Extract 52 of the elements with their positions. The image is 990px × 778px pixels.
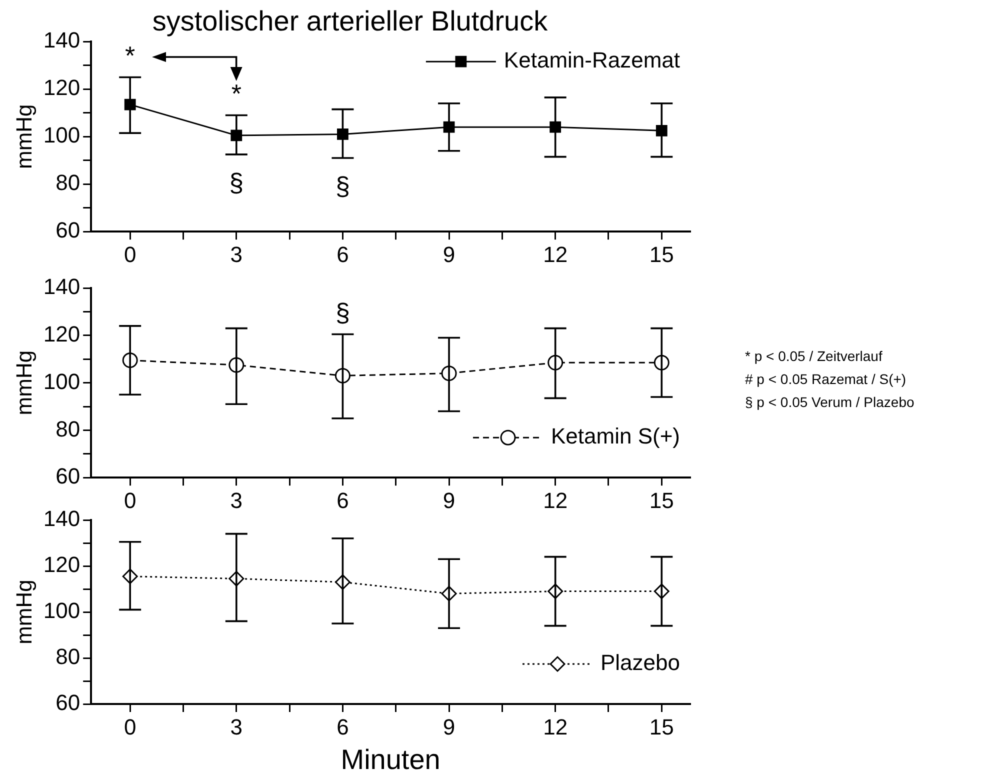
x-tick-label: 12 [543,714,568,740]
y-axis-title: mmHg [11,104,36,169]
x-tick-label: 15 [649,488,674,513]
y-tick-label: 140 [43,28,80,53]
point [656,124,668,136]
x-tick-label: 6 [336,714,349,740]
x-axis-title: Minuten [340,744,440,775]
y-tick-label: 80 [56,170,80,196]
text: # p < 0.05 Razemat / S(+) [745,370,908,389]
x-tick-label: 12 [543,488,568,513]
annotation: * [231,78,242,108]
text: * p < 0.05 / Zeitverlauf [745,347,884,366]
x-tick-label: 9 [442,488,456,513]
y-axis-title: mmHg [11,350,36,416]
chart-title: systolischer arterieller Blutdruck [152,6,549,37]
y-tick-label: 100 [43,368,80,394]
y-axis-title: mmHg [11,580,36,644]
annotation: § [335,297,350,328]
y-tick-label: 120 [43,321,80,346]
y-tick-label: 60 [56,464,80,489]
y-tick-label: 80 [56,416,80,442]
annotation: § [335,171,350,202]
point [550,121,562,133]
point [337,128,348,140]
x-tick-label: 9 [442,714,456,740]
y-tick-label: 120 [43,552,80,578]
x-tick-label: 3 [230,488,243,513]
x-tick-label: 12 [543,242,568,267]
x-tick-label: 6 [336,488,349,513]
x-tick-label: 3 [230,714,243,740]
legend-label: Ketamin-Razemat [504,48,680,73]
x-tick-label: 9 [442,242,456,267]
y-tick-label: 60 [56,218,80,243]
x-tick-label: 0 [124,242,136,267]
x-tick-label: 15 [649,714,674,740]
annotation: § [229,168,244,198]
y-tick-label: 100 [43,598,80,624]
legend-label: Plazebo [600,650,680,676]
y-tick-label: 140 [43,274,80,300]
x-tick-label: 6 [336,242,349,267]
x-tick-label: 0 [124,488,136,513]
legend-label: Ketamin S(+) [551,424,680,449]
y-tick-label: 80 [56,644,80,670]
annotation: * [125,40,136,70]
x-tick-label: 3 [230,242,243,267]
y-tick-label: 100 [43,122,80,148]
x-tick-label: 0 [124,714,136,740]
y-tick-label: 120 [43,75,80,100]
y-tick-label: 140 [43,506,80,532]
text: § p < 0.05 Verum / Plazebo [745,393,914,412]
x-tick-label: 15 [649,242,674,267]
y-tick-label: 60 [56,690,80,716]
